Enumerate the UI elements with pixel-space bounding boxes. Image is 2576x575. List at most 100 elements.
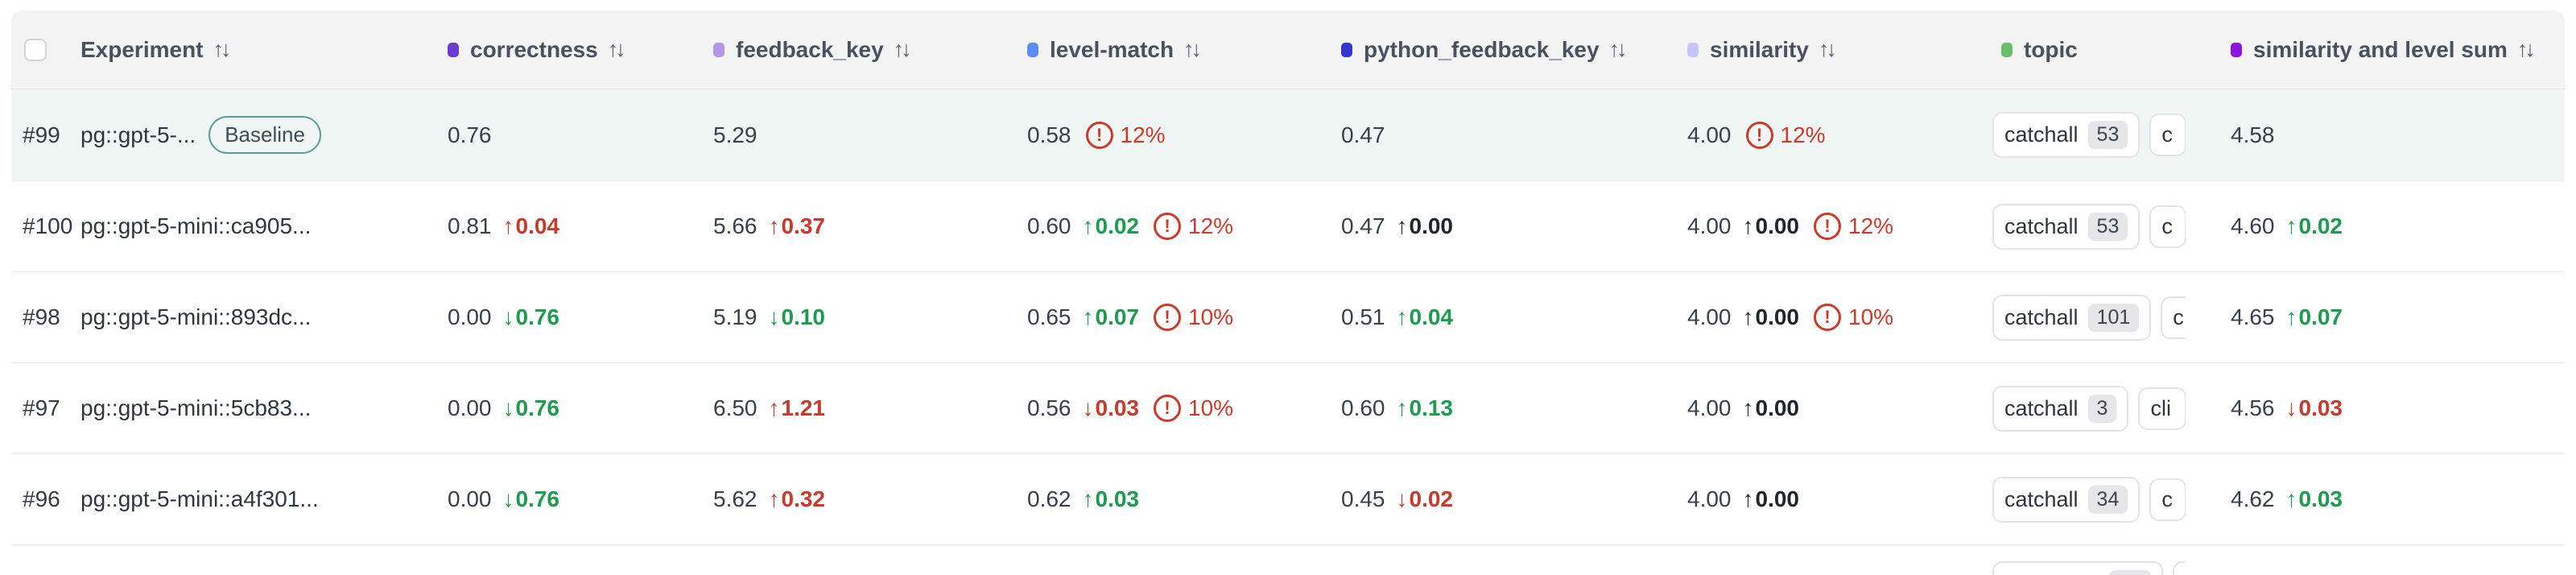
metric-delta-value: 0.07	[1095, 304, 1140, 329]
cell-topic: catchall 53 c	[1984, 203, 2186, 250]
warning-percent: 10%	[1188, 304, 1234, 329]
topic-chip-count: 101	[2087, 303, 2140, 332]
topic-chip: catchall 34	[1992, 476, 2140, 523]
cell-level_match: 0.60 ↑ 0.02! 12%	[1009, 213, 1323, 240]
cell-level_match: 0.58! 12%	[1009, 121, 1323, 149]
column-header-topic[interactable]: topic	[1984, 37, 2186, 63]
row-number: #98	[23, 304, 60, 329]
metric-value: 4.00	[1687, 304, 1732, 329]
cell-experiment[interactable]: pg::gpt-5-mini::a4f301...	[69, 486, 430, 512]
metric-delta: ↓ 0.76	[503, 395, 560, 421]
arrow-up-icon: ↑	[2285, 486, 2297, 511]
sort-icon[interactable]: ↑↓	[607, 37, 626, 61]
metric-delta-value: 0.03	[2298, 395, 2343, 420]
column-label: level-match	[1050, 36, 1174, 62]
sort-icon[interactable]: ↑↓	[1818, 37, 1837, 61]
cell-feedback_key: 5.29	[696, 122, 1009, 148]
metric-delta: ↑ 0.03	[1083, 486, 1140, 512]
metric-delta: ↑ 0.04	[1397, 304, 1454, 330]
column-header-feedback_key[interactable]: feedback_key ↑↓	[696, 37, 1009, 63]
metric-delta: ↑ 0.00	[1743, 395, 1800, 421]
sort-icon[interactable]: ↑↓	[1183, 37, 1202, 61]
warning-percent: 12%	[1848, 213, 1894, 238]
table-body: #99 pg::gpt-5-... Baseline 0.76 5.29 0.58! 12%…	[11, 89, 2565, 575]
metric-value: 0.47	[1341, 122, 1385, 147]
cell-feedback_key: 5.66 ↑ 0.37	[696, 213, 1009, 239]
metric-delta-value: 0.00	[1755, 213, 1800, 238]
metric-delta: ↑ 0.07	[2286, 304, 2343, 330]
metric-value: 4.00	[1687, 486, 1732, 511]
warning-percent: 10%	[1188, 395, 1234, 420]
table-row-partial[interactable]	[11, 544, 2565, 575]
experiment-name: pg::gpt-5-mini::a4f301...	[80, 486, 319, 511]
warning-icon: !	[1814, 213, 1841, 240]
sort-icon[interactable]: ↑↓	[2516, 37, 2536, 61]
arrow-up-icon: ↑	[1742, 213, 1754, 238]
metric-delta: ↑ 0.37	[769, 213, 826, 239]
column-color-dot	[2001, 42, 2013, 57]
table-row[interactable]: #100 pg::gpt-5-mini::ca905... 0.81 ↑ 0.04 5.6…	[11, 180, 2565, 271]
table-header: Experiment ↑↓ correctness ↑↓ feedback_key ↑↓ l…	[11, 10, 2565, 89]
topic-chip-count: 3	[2087, 394, 2117, 423]
sort-icon[interactable]: ↑↓	[213, 37, 232, 61]
topic-chip-label: catchall	[2004, 486, 2079, 511]
column-header-experiment[interactable]: Experiment ↑↓	[69, 37, 430, 63]
table-row[interactable]: #99 pg::gpt-5-... Baseline 0.76 5.29 0.58! 12%…	[11, 89, 2565, 180]
metric-value: 0.00	[448, 395, 492, 420]
arrow-down-icon: ↓	[502, 304, 514, 329]
metric-delta-value: 0.10	[781, 304, 826, 329]
column-color-dot	[2231, 42, 2242, 57]
cell-topic: catchall 53 c	[1984, 112, 2186, 158]
warning-icon: !	[1154, 304, 1181, 331]
cell-experiment[interactable]: pg::gpt-5-mini::ca905...	[69, 213, 430, 239]
metric-value: 4.58	[2231, 122, 2275, 147]
column-label: topic	[2024, 36, 2078, 62]
cell-correctness: 0.76	[430, 122, 696, 148]
column-header-correctness[interactable]: correctness ↑↓	[430, 37, 696, 63]
arrow-up-icon: ↑	[1082, 486, 1094, 511]
experiment-name: pg::gpt-5-...	[80, 122, 196, 147]
warning-percent: 12%	[1780, 122, 1826, 147]
topic-chip-label: cli	[2150, 395, 2171, 420]
cell-python_feedback_key: 0.47 ↑ 0.00	[1323, 213, 1670, 239]
warning-icon: !	[1154, 213, 1181, 240]
cell-experiment[interactable]: pg::gpt-5-mini::5cb83...	[69, 395, 430, 421]
cell-feedback_key: 5.19 ↓ 0.10	[696, 304, 1009, 330]
cell-similarity_and_level_sum: 4.58	[2186, 122, 2565, 148]
select-all-checkbox[interactable]	[24, 38, 47, 61]
table-row[interactable]: #96 pg::gpt-5-mini::a4f301... 0.00 ↓ 0.76 5.6…	[11, 453, 2565, 544]
table-row[interactable]: #97 pg::gpt-5-mini::5cb83... 0.00 ↓ 0.76 6.50…	[11, 362, 2565, 453]
column-header-similarity_and_level_sum[interactable]: similarity and level sum ↑↓	[2186, 37, 2565, 63]
metric-value: 0.62	[1027, 486, 1071, 511]
topic-chip	[2173, 561, 2186, 575]
cell-topic: catchall 34 c	[1984, 476, 2186, 523]
cell-similarity: 4.00 ↑ 0.00! 10%	[1670, 304, 1984, 331]
arrow-down-icon: ↓	[2285, 395, 2297, 420]
cell-similarity: 4.00 ↑ 0.00! 12%	[1670, 213, 1984, 240]
warning-percent: 10%	[1848, 304, 1894, 329]
metric-delta-value: 0.00	[1755, 486, 1800, 511]
sort-icon[interactable]: ↑↓	[1608, 37, 1628, 61]
metric-value: 5.66	[713, 213, 758, 238]
topic-chip-label	[2004, 570, 2099, 575]
arrow-up-icon: ↑	[1396, 213, 1408, 238]
topic-chip-label	[2185, 570, 2186, 575]
column-label: similarity	[1710, 36, 1809, 62]
cell-experiment[interactable]: pg::gpt-5-... Baseline	[69, 116, 430, 154]
cell-feedback_key: 6.50 ↑ 1.21	[696, 395, 1009, 421]
cell-experiment[interactable]: pg::gpt-5-mini::893dc...	[69, 304, 430, 330]
arrow-up-icon: ↑	[768, 395, 780, 420]
sort-icon[interactable]: ↑↓	[893, 37, 912, 61]
topic-chip-label: c	[2161, 486, 2173, 511]
metric-delta-value: 0.13	[1409, 395, 1454, 420]
column-header-python_feedback_key[interactable]: python_feedback_key ↑↓	[1323, 37, 1670, 63]
metric-value: 0.56	[1027, 395, 1071, 420]
column-header-level_match[interactable]: level-match ↑↓	[1009, 37, 1323, 63]
topic-chip: cli	[2138, 387, 2186, 430]
column-color-dot	[1687, 42, 1699, 57]
table-row[interactable]: #98 pg::gpt-5-mini::893dc... 0.00 ↓ 0.76 5.19…	[11, 271, 2565, 362]
row-number: #100	[23, 213, 73, 238]
column-header-similarity[interactable]: similarity ↑↓	[1670, 37, 1984, 63]
cell-level_match: 0.65 ↑ 0.07! 10%	[1009, 304, 1323, 331]
metric-value: 5.19	[713, 304, 758, 329]
